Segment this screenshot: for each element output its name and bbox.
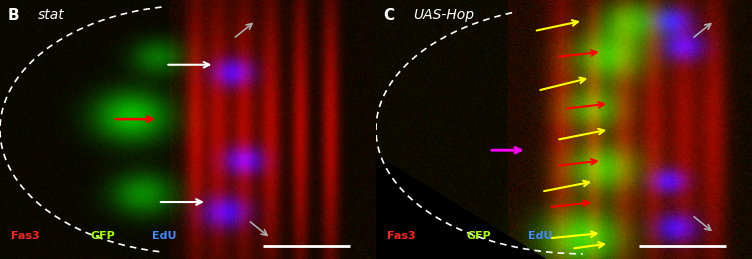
Text: GFP: GFP <box>90 231 115 241</box>
Text: B: B <box>8 8 19 23</box>
Text: UAS-Hop: UAS-Hop <box>414 8 475 22</box>
Text: stat: stat <box>38 8 65 22</box>
Text: EdU: EdU <box>528 231 553 241</box>
Text: C: C <box>384 8 395 23</box>
Text: Fas3: Fas3 <box>387 231 416 241</box>
Text: Fas3: Fas3 <box>11 231 40 241</box>
Text: EdU: EdU <box>152 231 177 241</box>
Text: GFP: GFP <box>466 231 491 241</box>
Polygon shape <box>376 155 545 259</box>
